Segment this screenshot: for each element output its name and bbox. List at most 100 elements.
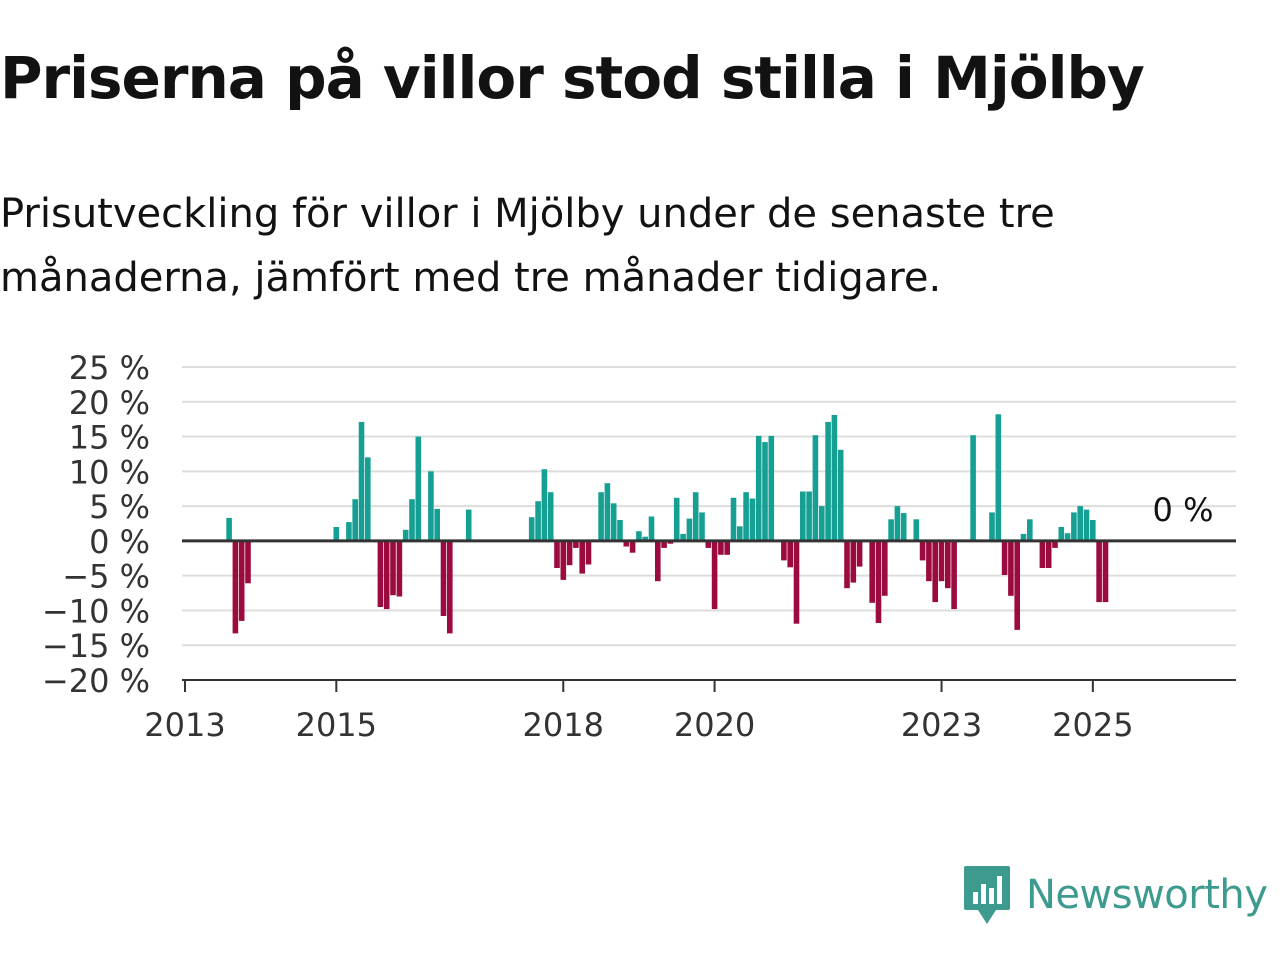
bar [610, 503, 617, 541]
bar [623, 540, 630, 547]
bar [812, 435, 819, 541]
bar [1027, 519, 1033, 541]
bar [711, 540, 718, 610]
bar [573, 540, 579, 548]
bar [869, 540, 875, 603]
bar [1090, 520, 1096, 541]
bar [945, 540, 951, 589]
bar [919, 540, 926, 561]
y-axis-labels: 25 %20 %15 %10 %5 %0 %−5 %−10 %−15 %−20 … [42, 349, 150, 700]
bar [831, 415, 838, 541]
bar [1039, 540, 1046, 568]
bar [730, 497, 737, 541]
bar [1058, 527, 1065, 541]
y-tick-label: 20 % [69, 384, 150, 422]
bar [951, 540, 957, 610]
bar [819, 506, 825, 541]
bar [434, 508, 440, 541]
bar [1083, 509, 1090, 541]
last-value-label: 0 % [1153, 491, 1214, 529]
bar [642, 536, 648, 541]
bar [541, 469, 548, 541]
x-tick-label: 2023 [901, 706, 982, 744]
bar [428, 471, 434, 541]
bar [377, 540, 384, 607]
bar [699, 512, 705, 541]
bar [1077, 506, 1083, 541]
bar [629, 540, 636, 553]
bar [673, 497, 680, 541]
bar [396, 540, 403, 597]
y-tick-label: 25 % [69, 349, 150, 387]
axes [182, 539, 1236, 681]
bar [768, 435, 775, 541]
x-tick-label: 2018 [523, 706, 604, 744]
bar [245, 540, 251, 584]
bar [655, 540, 661, 582]
newsworthy-logo-icon [964, 866, 1010, 924]
bar [604, 483, 611, 541]
bar [737, 526, 743, 541]
bar [850, 540, 857, 583]
bar [447, 540, 453, 634]
bar [1064, 533, 1071, 541]
bars [226, 414, 1109, 634]
bar [932, 540, 938, 603]
bar [226, 517, 232, 541]
bar [995, 414, 1002, 541]
bar [1014, 540, 1020, 630]
bar [579, 540, 585, 574]
bar [1052, 540, 1058, 548]
bar [566, 540, 573, 566]
bar [528, 517, 535, 541]
bar [402, 529, 409, 541]
bar [1020, 533, 1027, 541]
chart-subtitle: Prisutveckling för villor i Mjölby under… [0, 191, 1055, 301]
bar [718, 540, 724, 555]
brand-name: Newsworthy [1026, 872, 1268, 918]
bar [755, 435, 762, 541]
bar [894, 506, 901, 541]
bar [800, 491, 806, 541]
bar [1096, 540, 1102, 603]
x-tick-label: 2015 [296, 706, 377, 744]
y-tick-label: 0 % [89, 523, 150, 561]
y-tick-label: −15 % [42, 627, 150, 665]
bar [547, 492, 554, 541]
bar-chart: 25 %20 %15 %10 %5 %0 %−5 %−10 %−15 %−20 … [42, 349, 1236, 744]
bar [661, 540, 667, 548]
y-tick-label: 10 % [69, 453, 150, 491]
bar [787, 540, 793, 568]
x-tick-label: 2020 [674, 706, 755, 744]
bar [875, 540, 882, 623]
chart-title: Priserna på villor stod stilla i Mjölby [0, 44, 1145, 112]
bar [844, 540, 850, 589]
bar [535, 501, 541, 541]
brand: Newsworthy [962, 862, 1268, 928]
bar [352, 499, 358, 541]
bar [365, 457, 371, 541]
bar [856, 540, 863, 567]
bar [238, 540, 245, 621]
bar [938, 540, 945, 582]
bar [617, 520, 623, 541]
bar [970, 435, 976, 541]
bar [989, 512, 995, 541]
bar [358, 421, 365, 541]
bar [1008, 540, 1014, 596]
x-tick-label: 2013 [144, 706, 225, 744]
bar [692, 492, 699, 541]
bar [680, 533, 686, 541]
bar [793, 540, 800, 624]
bar [383, 540, 390, 610]
bar [1045, 540, 1052, 568]
bar [636, 531, 642, 541]
y-tick-label: −10 % [42, 592, 150, 630]
bar [825, 421, 831, 541]
bar [749, 498, 756, 541]
bar [724, 540, 730, 555]
bar [1102, 540, 1109, 603]
bar [686, 518, 693, 541]
bar [806, 491, 812, 541]
bar [900, 513, 907, 541]
